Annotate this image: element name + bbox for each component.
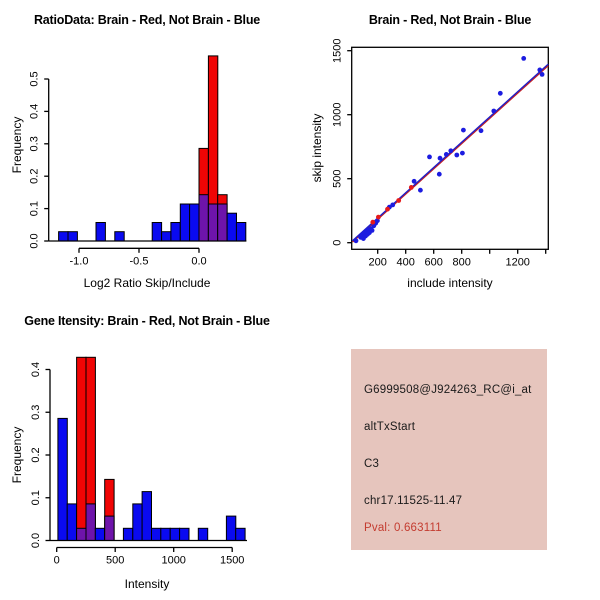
svg-text:200: 200: [369, 256, 387, 268]
svg-text:500: 500: [332, 170, 344, 188]
svg-text:1500: 1500: [332, 38, 344, 62]
svg-text:0.2: 0.2: [29, 169, 41, 184]
scatter-title: Brain - Red, Not Brain - Blue: [368, 13, 532, 27]
svg-text:-1.0: -1.0: [70, 255, 89, 267]
gene-probe-id: G6999508@J924263_RC@i_at: [364, 384, 532, 396]
svg-text:600: 600: [425, 256, 443, 268]
svg-text:-0.5: -0.5: [130, 255, 149, 267]
svg-text:0.1: 0.1: [29, 201, 41, 216]
svg-text:0.4: 0.4: [30, 362, 42, 377]
ratio-histogram-title: RatioData: Brain - Red, Not Brain - Blue: [33, 13, 261, 27]
svg-text:0.3: 0.3: [30, 405, 42, 420]
gene-intensity-ylabel: Frequency: [10, 426, 24, 484]
intensity-scatter-plot: 200 400 600 800 1200 0 500 1000 1500: [332, 38, 549, 268]
svg-text:0: 0: [332, 240, 344, 246]
svg-text:0: 0: [54, 555, 60, 567]
gene-intensity-histogram-title: Gene Itensity: Brain - Red, Not Brain - …: [24, 314, 270, 328]
svg-text:0.1: 0.1: [30, 490, 42, 505]
gene-info-box: [351, 349, 547, 550]
svg-text:1000: 1000: [161, 555, 185, 567]
svg-text:0.2: 0.2: [30, 447, 42, 462]
svg-text:0.3: 0.3: [29, 136, 41, 151]
gene-intensity-xlabel: Intensity: [124, 577, 170, 591]
scatter-ylabel: skip intensity: [310, 113, 324, 183]
svg-text:0.0: 0.0: [30, 533, 42, 548]
svg-text:0.0: 0.0: [191, 255, 206, 267]
gene-location: chr17.11525-11.47: [364, 495, 463, 507]
scatter-xlabel: include intensity: [407, 276, 493, 290]
svg-text:1000: 1000: [332, 102, 344, 126]
svg-text:400: 400: [397, 256, 415, 268]
ratio-histogram-xlabel: Log2 Ratio Skip/Include: [83, 276, 211, 290]
gene-event-type: altTxStart: [364, 421, 416, 433]
svg-text:1200: 1200: [505, 256, 529, 268]
gene-group: C3: [364, 458, 380, 470]
pval-text: Pval: 0.663111: [364, 522, 442, 534]
gene-intensity-histogram-plot: 0.0 0.1 0.2 0.3 0.4 0 500 1000 1500: [30, 356, 247, 567]
ratio-histogram-ylabel: Frequency: [10, 116, 24, 174]
svg-text:0.0: 0.0: [29, 233, 41, 248]
svg-text:1500: 1500: [220, 555, 244, 567]
svg-text:0.5: 0.5: [29, 71, 41, 86]
svg-text:800: 800: [453, 256, 471, 268]
ratio-histogram-plot: 0.0 0.1 0.2 0.3 0.4 0.5 -1.0 -0.5 0.0: [29, 55, 247, 267]
svg-text:0.4: 0.4: [29, 104, 41, 119]
svg-text:500: 500: [106, 555, 124, 567]
